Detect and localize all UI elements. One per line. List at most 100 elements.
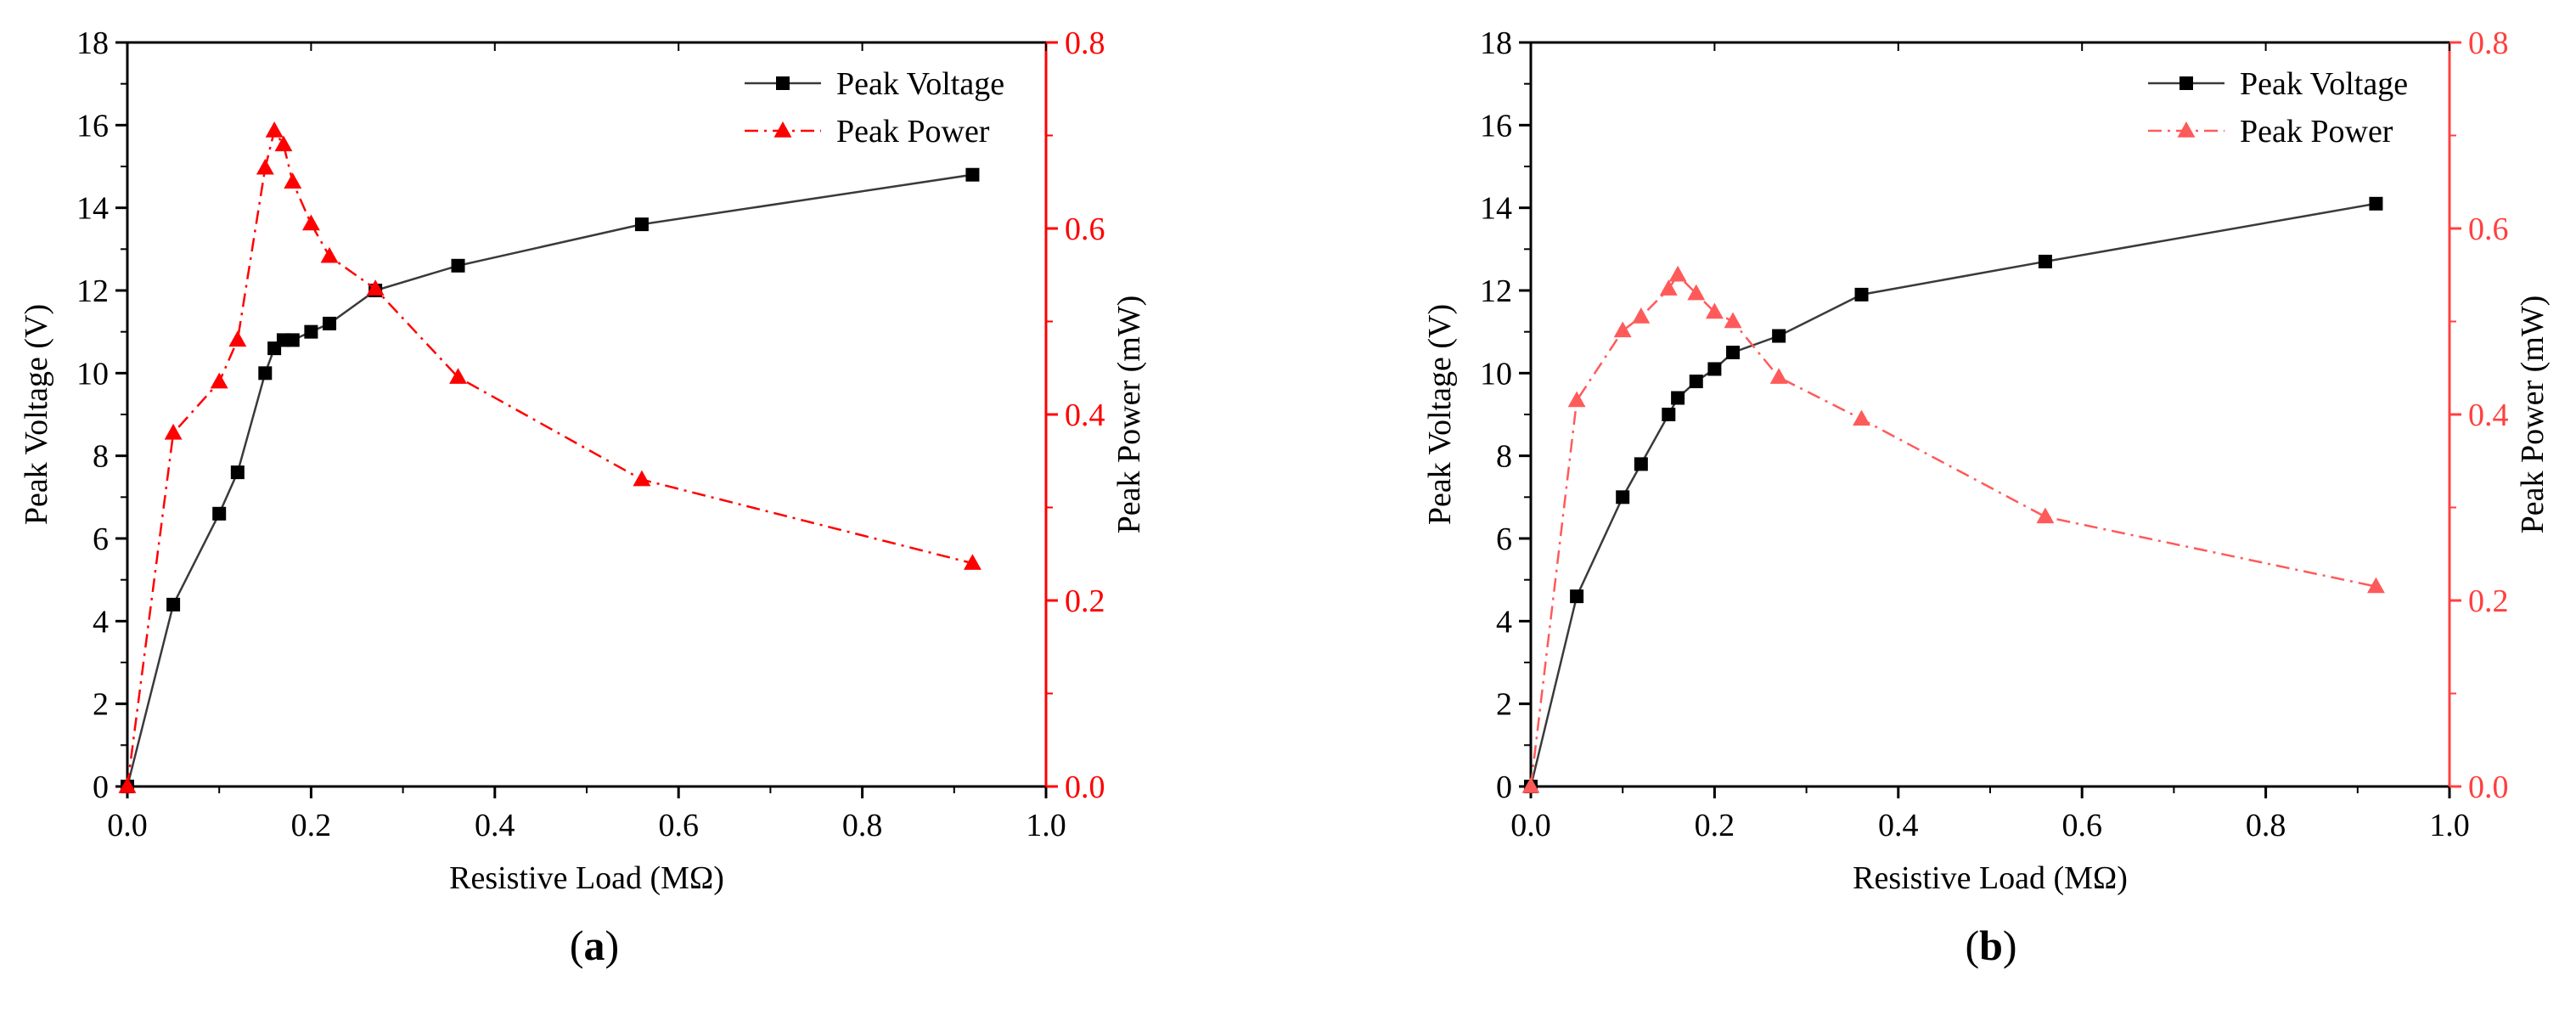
data-point-peak-power [1705,302,1724,319]
y-left-tick-label: 0 [93,769,109,805]
data-point-peak-voltage [166,597,181,612]
data-point-peak-voltage [1854,287,1869,302]
data-point-peak-voltage [634,217,649,232]
x-tick-label: 0.2 [1695,808,1735,843]
data-point-peak-power [1567,391,1586,408]
y-right-tick-label: 0.0 [1065,769,1105,805]
x-tick-label: 0.0 [1510,808,1551,843]
y-right-tick-label: 0.2 [2468,583,2509,619]
data-point-peak-power [633,470,651,487]
data-point-peak-voltage [1726,346,1741,359]
data-point-peak-voltage [258,366,273,380]
y-left-tick-label: 6 [93,521,109,557]
panel-letter: a [584,922,605,969]
data-point-peak-power [320,246,339,263]
data-point-peak-power [256,158,274,175]
x-tick-label: 0.0 [107,808,148,843]
data-point-peak-power [210,372,228,389]
y-right-tick-label: 0.8 [1065,25,1105,61]
data-point-peak-power [1687,284,1706,301]
data-point-peak-power [1613,321,1632,338]
y-left-tick-label: 16 [1480,108,1512,144]
chart-panel-b: 0.0 0.2 0.4 0.6 0.8 1.0 0 2 4 6 8 10 12 14 16 18 0.0 0.2 0… [1422,25,2551,969]
panel-label: (b) [1965,922,2016,969]
y-right-axis-title: Peak Power (mW) [1111,296,1147,534]
data-point-peak-voltage [1689,375,1703,389]
y-left-axis-title: Peak Voltage (V) [1422,304,1458,525]
data-point-peak-voltage [965,167,980,182]
y-left-tick-label: 14 [76,191,109,227]
legend-label: Peak Voltage [836,66,1004,102]
legend-label: Peak Power [2240,114,2393,149]
data-point-peak-voltage [304,324,318,339]
y-left-tick-label: 8 [93,439,109,475]
data-point-peak-power [284,172,302,189]
panel-letter: b [1979,922,2003,969]
data-point-peak-voltage [451,258,465,273]
y-right-tick-label: 0.6 [1065,211,1105,247]
legend-marker [2177,121,2196,138]
panel-label: (a) [570,922,619,969]
x-tick-label: 0.8 [842,808,883,843]
data-point-peak-power [1521,777,1540,793]
data-point-peak-power [228,330,247,347]
data-point-peak-power [2366,577,2385,594]
data-point-peak-voltage [1772,329,1786,343]
data-point-peak-voltage [1616,490,1630,504]
y-left-tick-label: 2 [1496,687,1512,723]
series-line-peak-voltage [126,173,973,787]
legend-label: Peak Power [836,114,990,149]
data-point-peak-power [274,135,293,152]
y-left-tick-label: 18 [1480,25,1512,61]
data-point-peak-voltage [1707,362,1722,376]
x-axis-title: Resistive Load (MΩ) [1853,860,2128,896]
y-left-tick-label: 10 [1480,356,1512,392]
data-point-peak-voltage [285,333,300,347]
y-right-tick-label: 0.2 [1065,583,1105,619]
y-left-tick-label: 2 [93,687,109,723]
y-left-tick-label: 14 [1480,191,1512,227]
data-point-peak-voltage [323,316,337,330]
y-left-tick-label: 10 [76,356,109,392]
data-point-peak-power [963,554,981,570]
y-right-tick-label: 0.0 [2468,769,2509,805]
data-point-peak-voltage [2369,196,2383,211]
y-left-tick-label: 0 [1496,769,1512,805]
legend-marker [776,76,790,90]
data-point-peak-power [1769,368,1788,384]
series-line-peak-power [1529,273,2376,787]
legend-marker [2179,76,2193,90]
data-point-peak-power [1853,409,1870,426]
series-line-peak-voltage [1529,202,2376,787]
y-right-tick-label: 0.6 [2468,211,2509,247]
data-point-peak-power [265,121,284,138]
y-left-tick-label: 4 [1496,604,1512,640]
data-point-peak-power [164,423,183,440]
y-left-tick-label: 6 [1496,521,1512,557]
data-point-peak-power [118,777,137,793]
y-right-axis-title: Peak Power (mW) [2515,296,2551,534]
chart-panel-a: 0.0 0.2 0.4 0.6 0.8 1.0 0 2 4 6 8 10 12 14 16 18 0.0 0.2 0… [19,25,1147,969]
data-point-peak-voltage [1634,457,1648,471]
data-point-peak-power [2036,507,2055,524]
y-left-tick-label: 8 [1496,439,1512,475]
x-tick-label: 0.4 [1878,808,1919,843]
x-axis-title: Resistive Load (MΩ) [449,860,724,896]
data-point-peak-power [1659,279,1678,296]
x-tick-label: 1.0 [1026,808,1066,843]
y-left-tick-label: 16 [76,108,109,144]
y-left-tick-label: 4 [93,604,109,640]
y-right-tick-label: 0.4 [2468,397,2509,433]
x-tick-label: 0.2 [291,808,332,843]
x-tick-label: 0.6 [2061,808,2102,843]
y-left-tick-label: 12 [76,273,109,309]
data-point-peak-power [449,368,467,384]
y-left-axis-title: Peak Voltage (V) [19,304,54,525]
y-right-tick-label: 0.4 [1065,397,1105,433]
legend-label: Peak Voltage [2240,66,2408,102]
data-point-peak-voltage [1570,589,1584,604]
y-left-tick-label: 12 [1480,273,1512,309]
data-point-peak-power [366,279,385,296]
data-point-peak-voltage [1671,391,1685,405]
